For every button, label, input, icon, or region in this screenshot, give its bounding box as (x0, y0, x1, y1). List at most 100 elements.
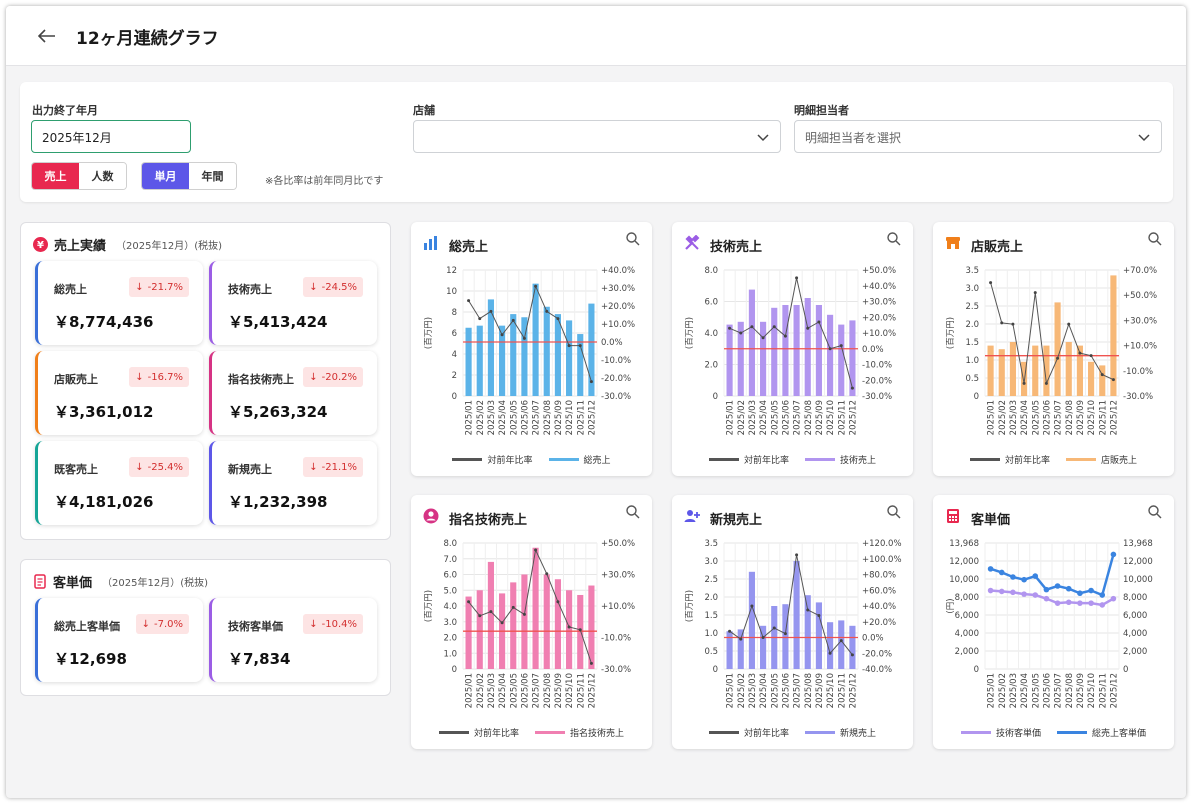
bar[interactable] (737, 321, 744, 396)
ratio-point[interactable] (750, 325, 754, 329)
bar[interactable] (532, 547, 539, 669)
ratio-point[interactable] (989, 281, 993, 285)
bar[interactable] (726, 324, 733, 396)
bar[interactable] (566, 590, 573, 669)
back-button[interactable] (34, 23, 60, 49)
bar[interactable] (554, 314, 561, 396)
ratio-point[interactable] (522, 336, 526, 340)
ratio-point[interactable] (1111, 378, 1115, 382)
bar[interactable] (793, 305, 800, 396)
legend-item[interactable]: 技術売上 (805, 453, 876, 466)
ratio-point[interactable] (739, 637, 743, 641)
series-point[interactable] (1088, 587, 1094, 594)
legend-item[interactable]: 店販売上 (1066, 453, 1137, 466)
ratio-point[interactable] (772, 626, 776, 630)
bar[interactable] (760, 321, 767, 396)
bar[interactable] (804, 298, 811, 396)
bar[interactable] (849, 320, 856, 396)
ratio-point[interactable] (578, 628, 582, 632)
series-point[interactable] (1077, 590, 1083, 597)
ratio-point[interactable] (511, 318, 515, 322)
bar[interactable] (487, 299, 494, 396)
bar[interactable] (577, 594, 584, 669)
ratio-point[interactable] (534, 284, 538, 288)
bar[interactable] (588, 303, 595, 396)
bar[interactable] (782, 305, 789, 396)
legend-item[interactable]: 総売上 (548, 453, 611, 466)
unit-kpi-card[interactable]: 総売上客単価 ↓ -7.0% ￥12,698 (35, 598, 203, 682)
bar[interactable] (521, 574, 528, 670)
ratio-point[interactable] (806, 326, 810, 330)
ratio-point[interactable] (578, 344, 582, 348)
bar[interactable] (815, 602, 822, 669)
sales-kpi-card[interactable]: 新規売上 ↓ -21.1% ￥1,232,398 (209, 441, 377, 525)
bar[interactable] (554, 579, 561, 669)
zoom-icon[interactable] (1148, 232, 1162, 246)
ratio-point[interactable] (589, 380, 593, 384)
bar[interactable] (510, 314, 517, 396)
bar[interactable] (737, 629, 744, 669)
sales-kpi-card[interactable]: 指名技術売上 ↓ -20.2% ￥5,263,324 (209, 351, 377, 435)
ratio-point[interactable] (1022, 381, 1026, 385)
store-select[interactable] (413, 120, 781, 153)
ratio-point[interactable] (545, 309, 549, 313)
ratio-point[interactable] (556, 317, 560, 321)
series-point[interactable] (1065, 585, 1072, 592)
ratio-point[interactable] (1011, 322, 1015, 326)
bar[interactable] (543, 306, 550, 396)
bar[interactable] (998, 349, 1005, 396)
series-point[interactable] (998, 588, 1005, 595)
toggle-sales[interactable]: 売上 (32, 163, 79, 189)
bar[interactable] (1099, 365, 1106, 396)
bar[interactable] (588, 585, 595, 669)
bar[interactable] (1009, 342, 1016, 396)
series-point[interactable] (1021, 576, 1027, 583)
series-point[interactable] (1088, 600, 1094, 606)
zoom-icon[interactable] (887, 505, 901, 519)
bar[interactable] (476, 325, 483, 396)
series-point[interactable] (998, 569, 1005, 576)
bar[interactable] (487, 561, 494, 669)
ratio-point[interactable] (500, 621, 504, 625)
ratio-point[interactable] (1033, 291, 1037, 295)
ratio-point[interactable] (467, 600, 471, 604)
ratio-point[interactable] (795, 276, 799, 280)
legend-item[interactable]: 対前年比率 (708, 726, 789, 739)
ratio-point[interactable] (489, 309, 493, 313)
series-point[interactable] (1077, 600, 1083, 606)
toggle-single-month[interactable]: 単月 (142, 163, 189, 189)
ratio-point[interactable] (728, 326, 732, 330)
legend-item[interactable]: 新規売上 (805, 726, 876, 739)
bar[interactable] (1088, 361, 1095, 396)
bar[interactable] (726, 631, 733, 669)
ratio-point[interactable] (817, 320, 821, 324)
ratio-point[interactable] (556, 600, 560, 604)
ratio-point[interactable] (478, 317, 482, 321)
bar[interactable] (1032, 345, 1039, 396)
toggle-annual[interactable]: 年間 (189, 163, 236, 189)
zoom-icon[interactable] (1148, 505, 1162, 519)
ratio-point[interactable] (795, 553, 799, 557)
ratio-point[interactable] (567, 344, 571, 348)
legend-item[interactable]: 指名技術売上 (535, 726, 624, 739)
ratio-point[interactable] (1078, 351, 1082, 355)
ratio-point[interactable] (511, 605, 515, 609)
series-point[interactable] (1054, 600, 1061, 606)
series-point[interactable] (987, 566, 994, 572)
unit-kpi-card[interactable]: 技術客単価 ↓ -10.4% ￥7,834 (209, 598, 377, 682)
sales-kpi-card[interactable]: 既客売上 ↓ -25.4% ￥4,181,026 (35, 441, 203, 525)
ratio-point[interactable] (1089, 354, 1093, 358)
ratio-point[interactable] (1044, 381, 1048, 385)
ratio-point[interactable] (1100, 373, 1104, 377)
ratio-point[interactable] (828, 347, 832, 351)
sales-kpi-card[interactable]: 技術売上 ↓ -24.5% ￥5,413,424 (209, 261, 377, 345)
series-point[interactable] (1110, 551, 1117, 558)
ratio-point[interactable] (1056, 356, 1060, 360)
bar[interactable] (1043, 345, 1050, 396)
bar[interactable] (815, 305, 822, 396)
bar[interactable] (827, 314, 834, 396)
bar[interactable] (543, 574, 550, 670)
bar[interactable] (748, 289, 755, 396)
ratio-point[interactable] (761, 336, 765, 340)
ratio-point[interactable] (850, 386, 854, 390)
